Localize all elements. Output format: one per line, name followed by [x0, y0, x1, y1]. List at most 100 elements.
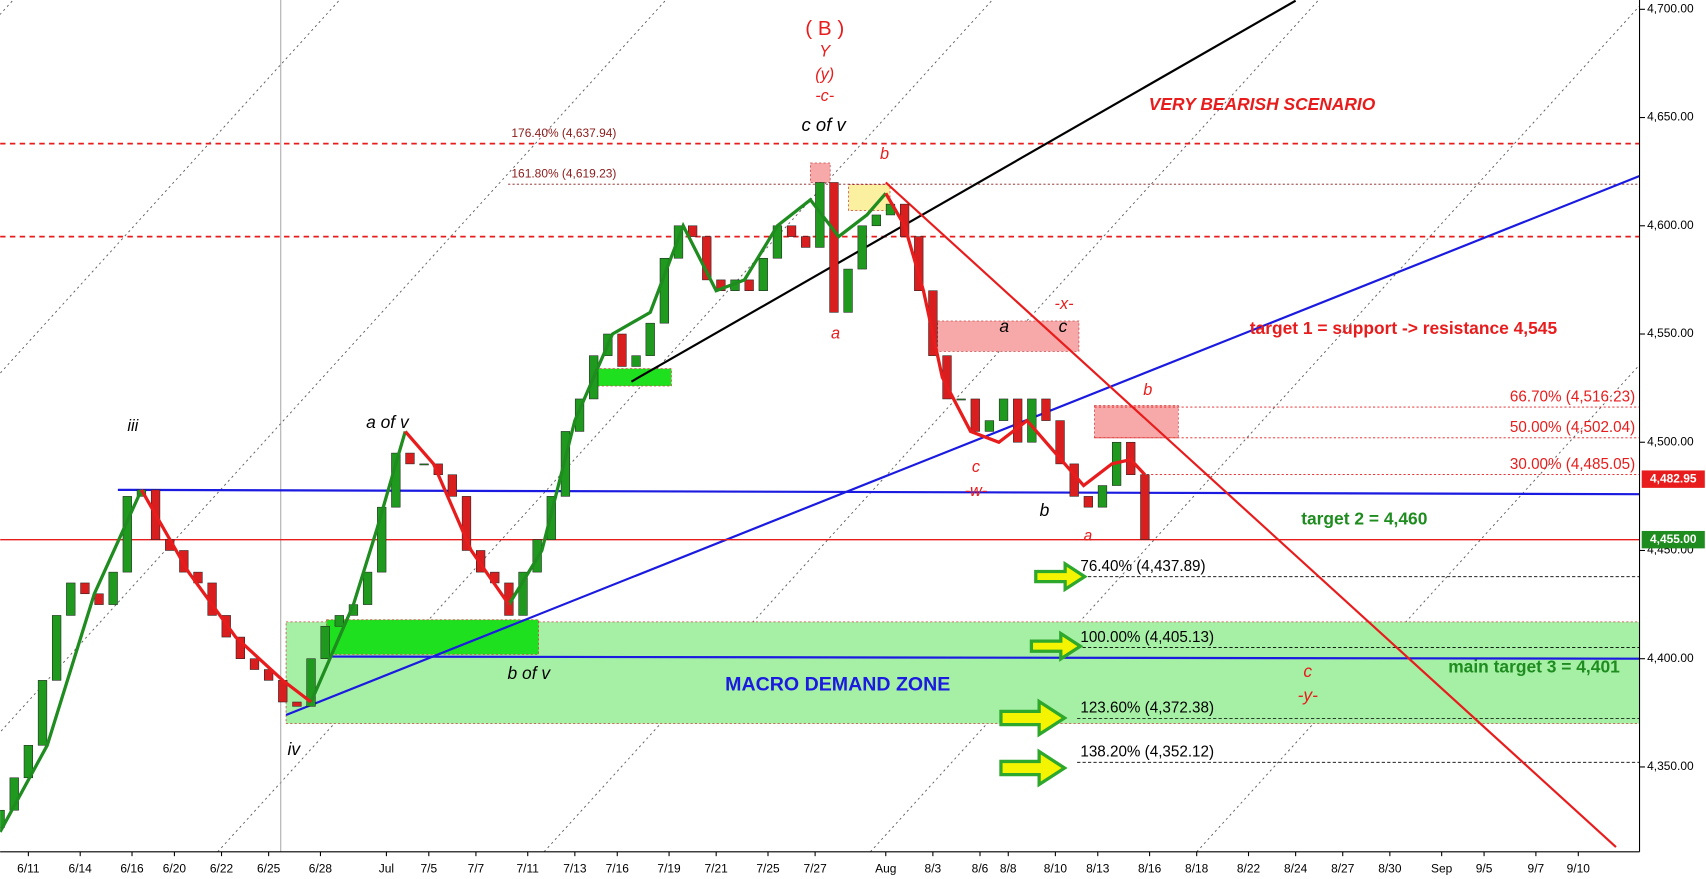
annotation: target 1 = support -> resistance 4,545 — [1250, 318, 1558, 338]
candle-body — [1013, 398, 1023, 443]
candle-body — [518, 571, 528, 616]
arrow-icon — [1029, 630, 1084, 662]
annotation: c — [972, 458, 980, 476]
x-tick-label: 8/22 — [1237, 861, 1261, 875]
x-tick-label: 8/3 — [925, 861, 942, 875]
trendline — [630, 0, 1297, 383]
x-tick-label: 8/10 — [1044, 861, 1068, 875]
candle-body — [574, 398, 585, 432]
candle-body — [857, 225, 867, 270]
candle-body — [1097, 485, 1108, 508]
candle-body — [815, 182, 825, 248]
x-tick-label: 8/8 — [1000, 861, 1017, 875]
annotation: Y — [819, 43, 831, 61]
moving-average — [309, 430, 407, 703]
x-tick-label: 7/13 — [563, 861, 587, 875]
candle-body — [0, 809, 5, 828]
annotation: a of v — [366, 412, 410, 432]
candle-body — [631, 355, 641, 367]
annotation: b — [1143, 381, 1152, 399]
annotation: ( B ) — [805, 17, 844, 40]
candle-body — [716, 279, 726, 291]
annotation: MACRO DEMAND ZONE — [725, 674, 950, 696]
price-badge-label: 4,482.95 — [1650, 471, 1697, 485]
x-tick-label: 7/7 — [468, 861, 485, 875]
x-tick-label: 8/6 — [972, 861, 989, 875]
x-tick-label: 7/5 — [420, 861, 437, 875]
annotation: c — [1303, 661, 1312, 681]
overlay: 176.40% (4,637.94) 161.80% (4,619.23) 66.7… — [127, 17, 1635, 788]
annotation: -c- — [815, 87, 835, 105]
candle-body — [52, 615, 62, 681]
y-tick-label: 4,650.00 — [1647, 110, 1694, 124]
x-tick-label: 7/16 — [606, 861, 630, 875]
candle-body — [306, 658, 316, 707]
x-tick-label: Aug — [875, 861, 896, 875]
x-tick-label: 7/19 — [657, 861, 681, 875]
candle-body — [235, 636, 245, 659]
annotation: a — [831, 324, 840, 342]
candle-body — [984, 420, 995, 432]
candle-body — [419, 463, 429, 466]
candle-body — [758, 257, 768, 291]
x-tick-label: 8/18 — [1185, 861, 1209, 875]
x-tick-label: 6/22 — [210, 861, 234, 875]
annotation: b — [1040, 500, 1050, 520]
moving-average — [404, 430, 511, 606]
arrow-icon — [999, 698, 1068, 738]
candle-body — [1140, 474, 1150, 540]
trendline — [285, 174, 1640, 717]
moving-average — [884, 192, 1147, 488]
zone — [810, 162, 831, 183]
y-tick-label: 4,550.00 — [1647, 326, 1694, 340]
annotation: (y) — [815, 65, 834, 83]
candle-body — [362, 571, 373, 605]
candle-body — [1083, 496, 1093, 508]
candle-body — [37, 680, 48, 746]
candle-body — [1055, 420, 1065, 465]
fib-label: 100.00% (4,405.13) — [1080, 629, 1214, 646]
annotation: a — [999, 316, 1009, 336]
candle-body — [687, 225, 698, 237]
x-tick-label: 8/13 — [1086, 861, 1110, 875]
candle-body — [702, 236, 712, 281]
moving-average — [0, 489, 143, 833]
candle-body — [334, 615, 344, 627]
candle-body — [801, 236, 811, 248]
fib-label: 123.60% (4,372.38) — [1080, 700, 1214, 717]
annotation: b — [880, 145, 889, 163]
annotation: -x- — [1055, 295, 1075, 313]
x-tick-label: 8/27 — [1331, 861, 1355, 875]
moving-average — [507, 192, 888, 606]
arrow-icon — [999, 748, 1068, 788]
annotation: a — [1084, 527, 1092, 544]
candle-body — [292, 701, 302, 707]
candle-body — [744, 279, 754, 291]
x-tick-label: 7/11 — [517, 861, 540, 875]
fib-label: 66.70% (4,516.23) — [1510, 388, 1635, 405]
x-tick-label: 8/24 — [1284, 861, 1308, 875]
candle-body — [108, 571, 118, 605]
x-tick-label: 6/16 — [120, 861, 144, 875]
fib-label: 50.00% (4,502.04) — [1510, 419, 1635, 436]
x-tick-label: 9/7 — [1528, 861, 1545, 875]
candle-body — [928, 290, 938, 356]
annotation: VERY BEARISH SCENARIO — [1149, 94, 1376, 114]
candle-body — [122, 496, 132, 573]
x-tick-label: 9/10 — [1567, 861, 1591, 875]
x-tick-label: 6/25 — [257, 861, 281, 875]
x-tick-label: Jul — [379, 861, 394, 875]
annotation: iii — [127, 417, 138, 435]
fib-label: 176.40% (4,637.94) — [511, 126, 616, 140]
trendline — [326, 655, 1640, 660]
candle-body — [786, 225, 797, 237]
zone — [590, 368, 672, 387]
x-tick-label: 7/27 — [803, 861, 827, 875]
candle-body — [320, 625, 330, 659]
candle-body — [447, 474, 457, 497]
zone — [326, 619, 539, 655]
fib-label: 161.80% (4,619.23) — [511, 167, 616, 181]
